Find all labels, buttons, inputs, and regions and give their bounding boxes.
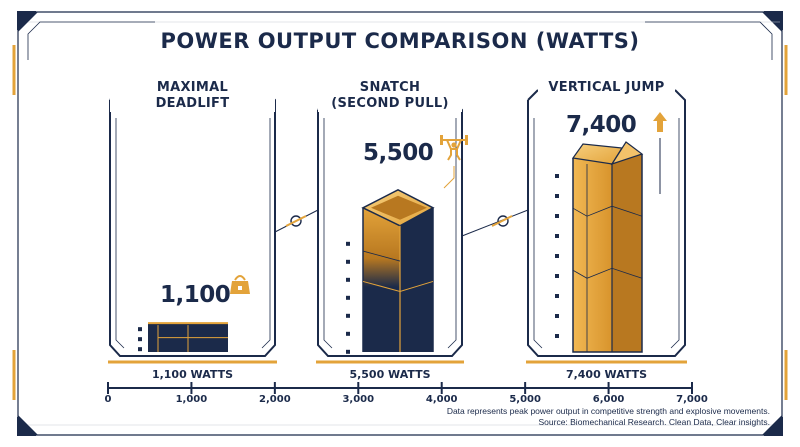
bar-left-face — [363, 207, 400, 352]
bar-tick-mark — [346, 259, 350, 264]
panel-label-line: VERTICAL JUMP — [548, 80, 665, 95]
bar-tick-mark — [555, 254, 559, 258]
x-axis-tick-label: 1,000 — [175, 394, 208, 405]
kettlebell-icon — [230, 275, 250, 294]
bar-tick-mark — [555, 334, 559, 338]
bar-right-face — [400, 207, 433, 352]
bar-band — [362, 250, 401, 262]
chart-title: POWER OUTPUT COMPARISON (WATTS) — [160, 29, 640, 53]
bar-tick-mark — [138, 337, 142, 342]
bar-band — [572, 205, 643, 217]
watts-label-vertical-jump: 7,400 WATTS — [565, 368, 648, 381]
bar-vertical-jump — [555, 141, 644, 353]
footnote-line: Source: Biomechanical Research. Clean Da… — [538, 417, 770, 427]
outer-frame — [12, 11, 788, 436]
x-axis-tick-label: 5,000 — [509, 394, 541, 405]
bar-tick-mark — [346, 241, 350, 246]
connector-ornament-left — [274, 209, 319, 233]
bar-tick-mark — [346, 295, 350, 300]
x-axis-tick-label: 4,000 — [425, 394, 458, 405]
bar-left-face — [573, 158, 612, 352]
value-label-deadlift: 1,100 — [160, 282, 231, 308]
footnote-line: Data represents peak power output in com… — [446, 406, 770, 416]
up-arrow-icon — [653, 112, 667, 194]
bar-band — [362, 280, 434, 292]
panel-label-deadlift: MAXIMAL DEADLIFT — [110, 80, 275, 112]
bar-tick-mark — [138, 347, 142, 352]
watts-label-deadlift: 1,100 WATTS — [151, 368, 234, 381]
bar-top-inner — [371, 195, 427, 220]
bar-tick-mark — [346, 277, 350, 282]
bars-layer — [138, 141, 644, 354]
panel-frame-snatch — [316, 99, 464, 364]
bar-tick-mark — [138, 327, 142, 332]
bar-outline — [572, 154, 643, 353]
bar-tick-mark — [346, 331, 350, 336]
panel-label-line: DEADLIFT — [155, 96, 230, 111]
bar-tick-mark — [346, 313, 350, 318]
panel-label-vertical-jump: VERTICAL JUMP — [538, 80, 675, 96]
weightlifter-icon — [440, 135, 468, 189]
panel-label-line: SNATCH — [359, 80, 421, 95]
bar-tick-mark — [555, 174, 559, 178]
bar-right-face — [612, 154, 642, 352]
x-axis-tick-label: 0 — [104, 394, 112, 405]
panel-label-snatch: SNATCH (SECOND PULL) — [318, 80, 462, 112]
bar-tick-mark — [555, 314, 559, 318]
x-axis-tick-label: 7,000 — [676, 394, 708, 405]
value-label-vertical-jump: 7,400 — [566, 112, 637, 138]
bar-tick-mark — [555, 234, 559, 238]
panel-label-line: MAXIMAL — [156, 80, 229, 95]
value-label-snatch: 5,500 — [363, 140, 434, 166]
x-axis-tick-label: 2,000 — [259, 394, 291, 405]
panel-frame-deadlift — [108, 89, 277, 364]
bar-top-notch — [610, 141, 644, 166]
panel-label-line: (SECOND PULL) — [331, 96, 449, 111]
bar-tick-mark — [555, 194, 559, 198]
bar-tick-mark — [555, 274, 559, 278]
x-axis — [107, 382, 693, 394]
bar-deadlift — [138, 322, 228, 352]
bar-band — [572, 267, 643, 279]
connector-ornament-right — [461, 209, 529, 237]
x-axis-tick-label: 6,000 — [592, 394, 625, 405]
bar-tick-mark — [555, 214, 559, 218]
panel-frame-vertical-jump — [526, 89, 687, 364]
watts-label-snatch: 5,500 WATTS — [349, 368, 431, 381]
bar-snatch — [346, 188, 435, 354]
bar-tick-mark — [346, 349, 350, 354]
x-axis-tick-label: 3,000 — [342, 394, 375, 405]
bar-tick-mark — [555, 294, 559, 298]
